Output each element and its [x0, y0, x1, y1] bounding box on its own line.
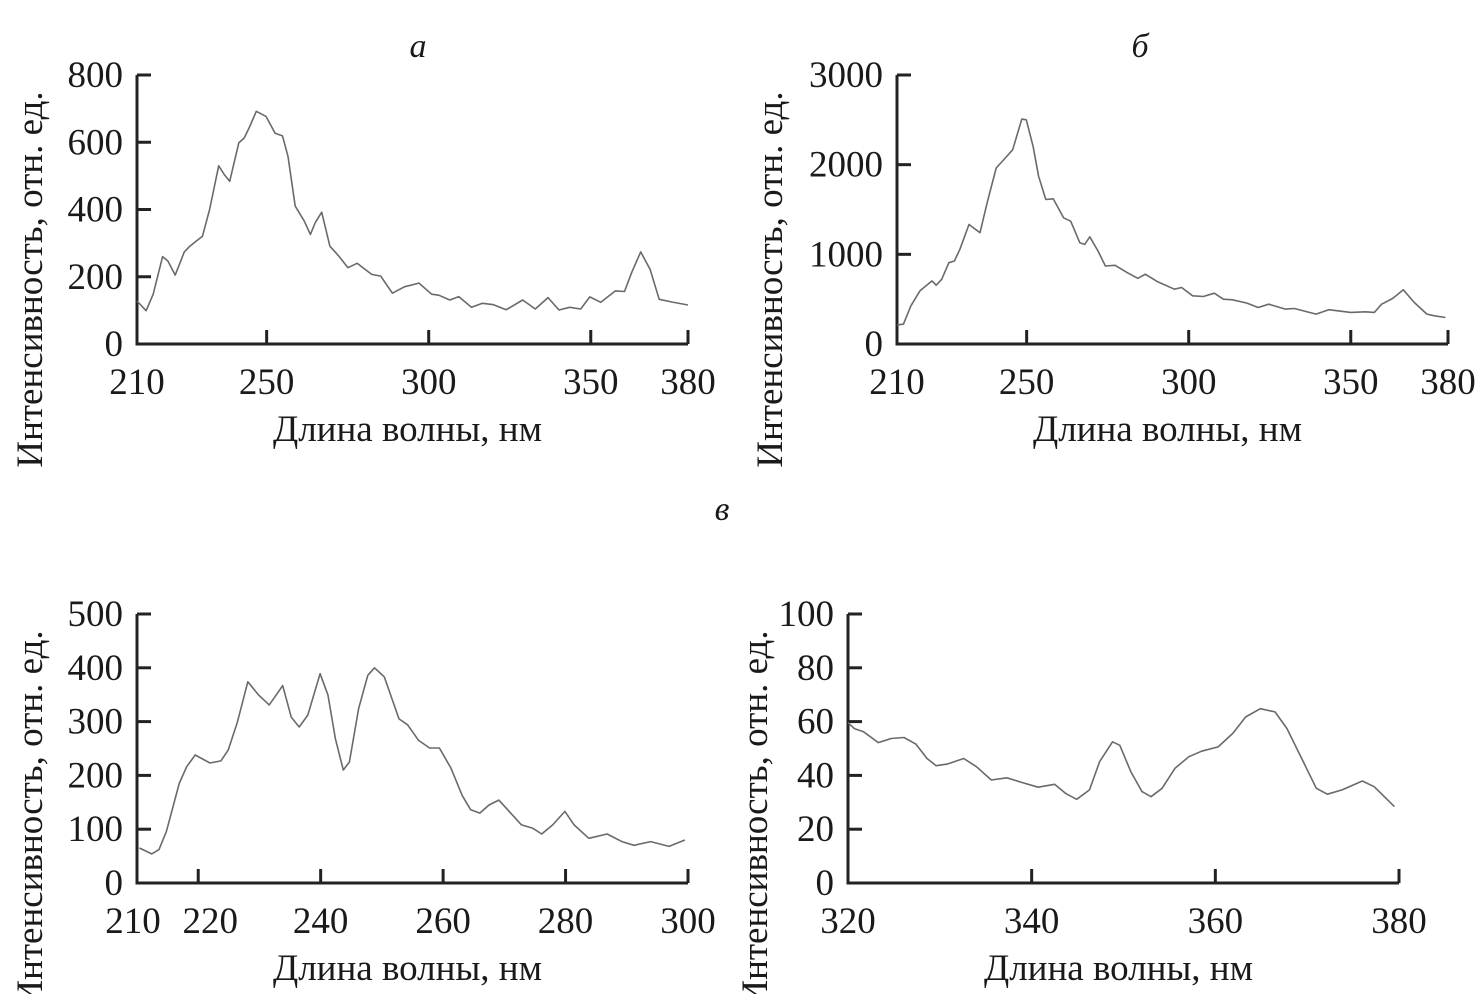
y-tick-label: 300 [68, 702, 124, 743]
y-axis-label: Интенсивность, отн. ед. [10, 630, 51, 994]
spectrum-line [136, 110, 689, 312]
y-tick-label: 100 [68, 809, 124, 850]
x-tick-label: 340 [1004, 901, 1060, 942]
x-tick-label: 320 [820, 901, 876, 942]
y-tick-label: 0 [865, 324, 884, 365]
x-axis-label: Длина волны, нм [273, 948, 542, 989]
x-tick-label: 220 [182, 901, 238, 942]
chart-panel-2: 0 1000 2000 3000 210 250 300 350 380 Длина волны,… [750, 28, 1476, 468]
panel-label: а [410, 28, 427, 65]
x-tick-label: 350 [563, 362, 619, 403]
axes [846, 614, 1399, 885]
y-tick-label: 200 [68, 257, 124, 298]
y-axis-label: Интенсивность, отн. ед. [735, 630, 776, 994]
y-tick-label: 400 [68, 190, 124, 231]
x-tick-label: 260 [415, 901, 471, 942]
chart-panel-4: 0 20 40 60 80 100 320 340 360 380 Длина волны, нм И… [735, 594, 1427, 994]
spectrum-line [847, 707, 1395, 808]
x-tick-label: 250 [239, 362, 295, 403]
panel-label: б [1131, 28, 1150, 65]
y-tick-label: 100 [779, 594, 835, 635]
y-tick-label: 60 [797, 702, 834, 743]
x-tick-label: 280 [538, 901, 594, 942]
x-axis-label: Длина волны, нм [273, 409, 542, 450]
x-tick-label: 300 [1161, 362, 1217, 403]
y-tick-label: 80 [797, 648, 834, 689]
y-tick-label: 0 [105, 863, 124, 904]
chart-panel-1: 0 200 400 600 800 210 250 300 350 380 Длина волны,… [10, 28, 716, 468]
x-axis-label: Длина волны, нм [984, 948, 1253, 989]
axes [135, 614, 688, 885]
y-tick-label: 40 [797, 755, 834, 796]
spectrum-line [139, 667, 686, 855]
panel-label: в [715, 491, 730, 528]
x-tick-label: 350 [1323, 362, 1379, 403]
y-tick-label: 0 [816, 863, 835, 904]
x-tick-label: 210 [869, 362, 925, 403]
x-tick-label: 240 [293, 901, 349, 942]
spectrum-line [896, 118, 1446, 326]
y-tick-label: 200 [68, 755, 124, 796]
axes [135, 75, 688, 346]
y-tick-label: 600 [68, 122, 124, 163]
y-tick-label: 20 [797, 809, 834, 850]
x-tick-label: 360 [1188, 901, 1244, 942]
x-tick-label: 380 [1420, 362, 1476, 403]
x-tick-label: 380 [660, 362, 716, 403]
y-tick-label: 3000 [809, 55, 883, 96]
axes [895, 75, 1448, 346]
y-tick-label: 1000 [809, 234, 883, 275]
y-tick-label: 0 [105, 324, 124, 365]
y-tick-label: 2000 [809, 145, 883, 186]
x-tick-label: 210 [109, 362, 165, 403]
y-tick-label: 500 [68, 594, 124, 635]
x-tick-label: 300 [660, 901, 716, 942]
x-tick-label: 210 [105, 901, 161, 942]
chart-panel-3: 0 100 200 300 400 500 210 220 240 260 280 300 Длина … [10, 491, 730, 994]
y-tick-label: 800 [68, 55, 124, 96]
y-axis-label: Интенсивность, отн. ед. [10, 91, 51, 467]
y-tick-label: 400 [68, 648, 124, 689]
x-tick-label: 250 [999, 362, 1055, 403]
x-axis-label: Длина волны, нм [1033, 409, 1302, 450]
x-tick-label: 300 [401, 362, 457, 403]
x-tick-label: 380 [1371, 901, 1427, 942]
y-axis-label: Интенсивность, отн. ед. [750, 91, 791, 467]
